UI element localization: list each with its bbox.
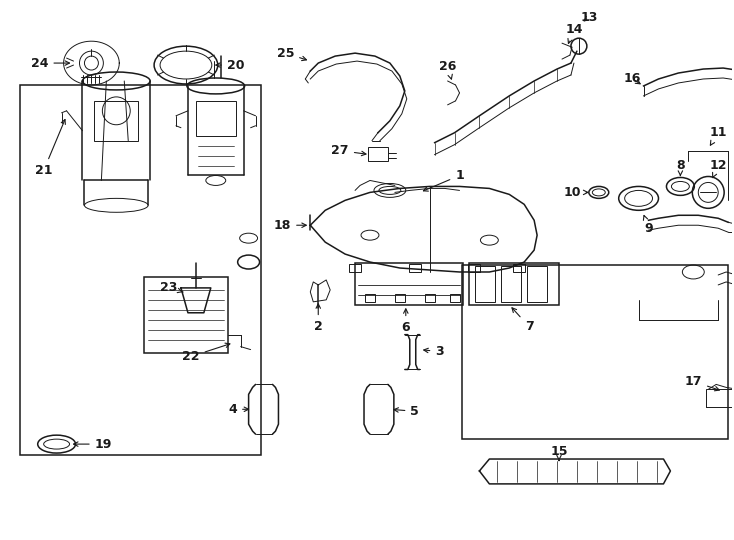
Text: 7: 7 [512,308,534,333]
Text: 17: 17 [685,375,719,391]
Bar [468,264,481,272]
Bar [501,266,521,302]
Bar [462,265,728,439]
Bar [365,294,375,302]
Bar [20,85,261,455]
Text: 12: 12 [710,159,727,178]
Bar [527,266,547,302]
Bar [144,277,228,353]
Bar [95,101,138,140]
Text: 16: 16 [624,72,642,85]
Text: 1: 1 [424,169,464,191]
Bar [425,294,435,302]
Text: 21: 21 [35,119,65,177]
Bar [449,294,459,302]
Text: 14: 14 [565,23,583,43]
Text: 19: 19 [73,437,112,450]
Text: 24: 24 [31,57,70,70]
Bar [368,147,388,160]
Text: 3: 3 [424,345,444,358]
Text: 15: 15 [550,444,568,461]
Bar [476,266,495,302]
Bar [409,264,421,272]
Text: 11: 11 [710,126,727,145]
Text: 26: 26 [439,59,457,79]
Bar [355,263,462,305]
Text: 23: 23 [160,281,184,294]
Text: 9: 9 [644,215,653,235]
Text: 8: 8 [676,159,685,176]
Bar [395,294,405,302]
Bar [706,389,734,407]
Text: 5: 5 [394,405,419,418]
Text: 13: 13 [580,11,597,24]
Text: 20: 20 [216,58,244,72]
Bar [349,264,361,272]
Text: 2: 2 [314,304,323,333]
Text: 4: 4 [228,403,249,416]
Bar [470,263,559,305]
Bar [513,264,526,272]
Text: 6: 6 [401,309,410,334]
Bar [196,101,236,136]
Text: 22: 22 [182,343,230,363]
Text: 27: 27 [331,144,366,157]
Text: 25: 25 [277,46,307,60]
Text: 10: 10 [563,186,588,199]
Text: 18: 18 [274,219,306,232]
